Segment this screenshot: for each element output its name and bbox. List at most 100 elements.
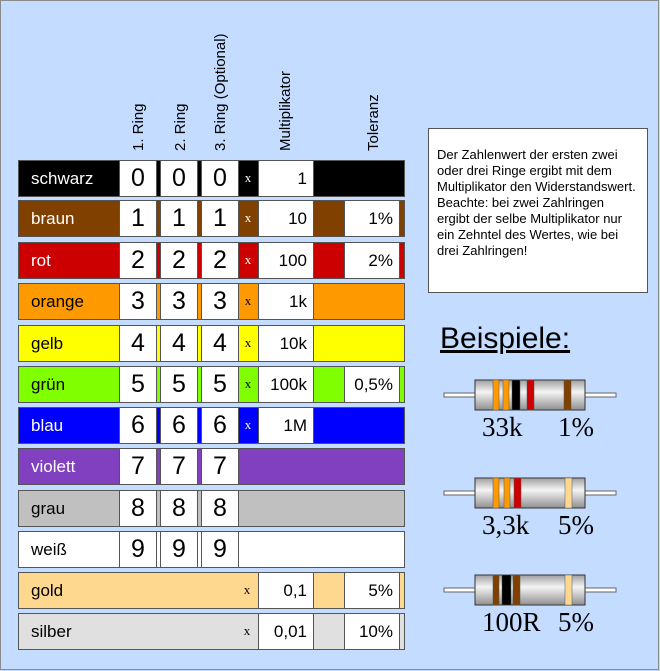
example-tolerance: 5% (558, 607, 594, 637)
multiplier: 1 (258, 161, 314, 196)
digit-ring2: 4 (160, 326, 198, 361)
multiplier: 1M (258, 408, 314, 443)
color-name: schwarz (31, 169, 94, 188)
row-5: grün 5 5 5 x 100k 0,5% (18, 366, 405, 403)
digit-ring3: 6 (201, 408, 239, 443)
times-symbol: x (244, 335, 252, 350)
digit-ring2: 1 (160, 201, 198, 236)
multiplier: 1k (258, 284, 314, 319)
row-4: gelb 4 4 4 x 10k (18, 325, 405, 362)
color-name: silber (31, 622, 72, 641)
digit-ring1: 5 (119, 367, 157, 402)
multiplier: 0,1 (258, 573, 314, 608)
digit-ring1: 4 (119, 326, 157, 361)
times-symbol: x (244, 252, 252, 267)
digit-ring1: 9 (119, 532, 157, 567)
color-band (564, 574, 573, 606)
color-band (526, 379, 535, 411)
digit-ring3: 3 (201, 284, 239, 319)
tolerance: 0,5% (344, 367, 400, 402)
digit-ring3: 9 (201, 532, 239, 567)
digit-ring2: 9 (160, 532, 198, 567)
tolerance: 1% (344, 201, 400, 236)
row-8: grau 8 8 8 (18, 490, 405, 527)
row-3: orange 3 3 3 x 1k (18, 283, 405, 320)
digit-ring3: 7 (201, 449, 239, 484)
row-9: weiß 9 9 9 (18, 531, 405, 568)
color-name: gelb (31, 334, 64, 353)
row-6: blau 6 6 6 x 1M (18, 407, 405, 444)
digit-ring2: 7 (160, 449, 198, 484)
color-name: rot (31, 251, 51, 270)
color-band (564, 477, 573, 509)
digit-ring2: 0 (160, 161, 198, 196)
digit-ring1: 1 (119, 201, 157, 236)
digit-ring3: 1 (201, 201, 239, 236)
multiplier: 100k (258, 367, 314, 402)
digit-ring3: 2 (201, 243, 239, 278)
color-name: blau (31, 416, 64, 435)
color-name: gold (31, 581, 64, 600)
example-value: 100R (482, 607, 541, 637)
example-tolerance: 1% (558, 412, 594, 442)
example-tolerance: 5% (558, 510, 594, 540)
info-box: Der Zahlenwert der ersten zwei oder drei… (428, 128, 648, 293)
row-0: schwarz 0 0 0 x 1 (18, 160, 405, 197)
digit-ring1: 0 (119, 161, 157, 196)
color-band (492, 574, 500, 606)
color-band (512, 574, 521, 606)
row-10: gold x 0,1 5% (18, 572, 405, 609)
color-band (492, 477, 500, 509)
digit-ring2: 5 (160, 367, 198, 402)
color-band (511, 379, 521, 411)
times-symbol: x (243, 582, 251, 597)
row-11: silber x 0,01 10% (18, 613, 405, 650)
times-symbol: x (244, 210, 252, 225)
color-band (502, 379, 510, 411)
digit-ring1: 6 (119, 408, 157, 443)
digit-ring3: 8 (201, 491, 239, 526)
digit-ring3: 4 (201, 326, 239, 361)
color-band (563, 379, 572, 411)
multiplier: 100 (258, 243, 314, 278)
examples-title: Beispiele: (440, 322, 571, 355)
digit-ring1: 7 (119, 449, 157, 484)
times-symbol: x (244, 293, 252, 308)
digit-ring1: 3 (119, 284, 157, 319)
multiplier: 0,01 (258, 614, 314, 649)
row-2: rot 2 2 2 x 100 2% (18, 242, 405, 279)
color-name: grün (31, 375, 66, 394)
tolerance: 10% (344, 614, 400, 649)
color-name: grau (31, 499, 66, 518)
digit-ring3: 5 (201, 367, 239, 402)
color-name: orange (31, 292, 84, 311)
times-symbol: x (243, 623, 251, 638)
color-name: violett (31, 457, 76, 476)
color-name: braun (31, 209, 75, 228)
color-band (501, 574, 512, 606)
digit-ring2: 2 (160, 243, 198, 278)
digit-ring2: 8 (160, 491, 198, 526)
color-band (513, 477, 522, 509)
digit-ring2: 3 (160, 284, 198, 319)
times-symbol: x (244, 417, 252, 432)
multiplier: 10k (258, 326, 314, 361)
digit-ring3: 0 (201, 161, 239, 196)
example-value: 3,3k (482, 510, 530, 540)
digit-ring1: 8 (119, 491, 157, 526)
color-band (492, 379, 500, 411)
example-value: 33k (482, 412, 523, 442)
color-name: weiß (31, 540, 67, 559)
digit-ring2: 6 (160, 408, 198, 443)
row-7: violett 7 7 7 (18, 448, 405, 485)
times-symbol: x (244, 170, 252, 185)
tolerance: 2% (344, 243, 400, 278)
color-band (503, 477, 511, 509)
multiplier: 10 (258, 201, 314, 236)
digit-ring1: 2 (119, 243, 157, 278)
row-1: braun 1 1 1 x 10 1% (18, 200, 405, 237)
